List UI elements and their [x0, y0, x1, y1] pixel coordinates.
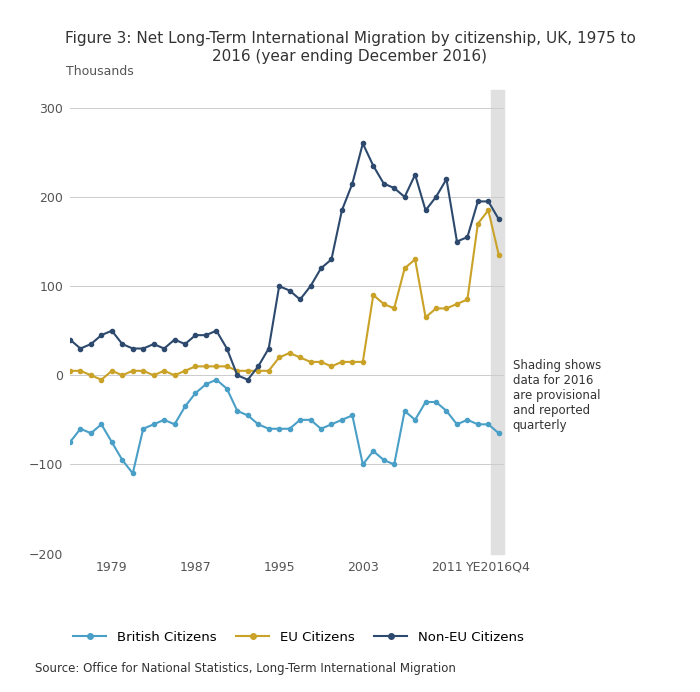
Bar: [491, 90, 504, 554]
Text: Thousands: Thousands: [66, 65, 134, 78]
Text: Source: Office for National Statistics, Long-Term International Migration: Source: Office for National Statistics, …: [35, 662, 456, 675]
Text: Figure 3: Net Long-Term International Migration by citizenship, UK, 1975 to
2016: Figure 3: Net Long-Term International Mi…: [64, 31, 636, 64]
Legend: British Citizens, EU Citizens, Non-EU Citizens: British Citizens, EU Citizens, Non-EU Ci…: [68, 626, 529, 649]
Text: Shading shows
data for 2016
are provisional
and reported
quarterly: Shading shows data for 2016 are provisio…: [512, 359, 601, 432]
